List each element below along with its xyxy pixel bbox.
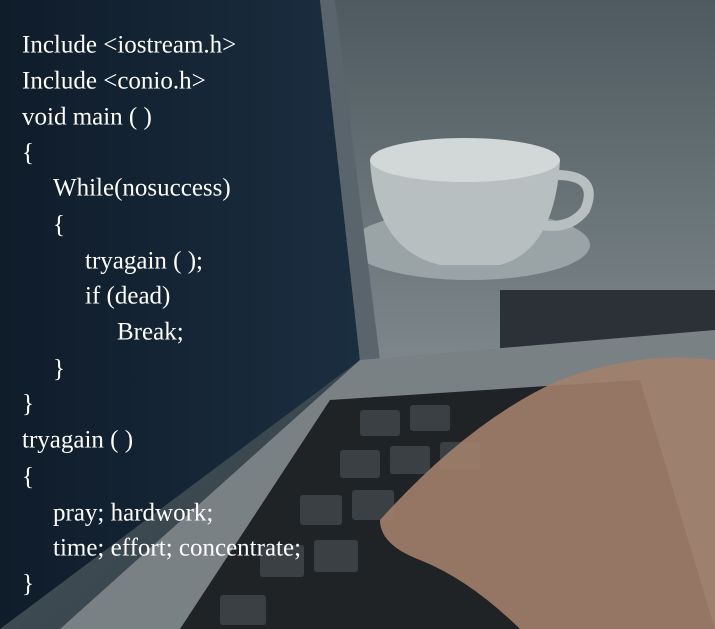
code-line: Include <iostream.h> xyxy=(22,32,236,59)
laptop-bezel xyxy=(320,0,380,360)
cup-handle xyxy=(539,170,594,231)
code-line: { xyxy=(22,464,34,491)
code-line: time; effort; concentrate; xyxy=(53,535,301,562)
code-line: While(nosuccess) xyxy=(53,175,231,202)
code-line: pray; hardwork; xyxy=(53,500,213,527)
code-line: } xyxy=(22,571,34,598)
cup xyxy=(370,160,560,265)
hand xyxy=(380,357,715,629)
code-line: tryagain ( ) xyxy=(22,427,133,454)
code-line: Include <conio.h> xyxy=(22,68,206,95)
code-line: void main ( ) xyxy=(22,104,152,131)
code-line: } xyxy=(53,356,65,383)
code-line: tryagain ( ); xyxy=(85,248,203,275)
code: Include <iostream.h> Include <conio.h> v… xyxy=(22,32,301,598)
cup-rim xyxy=(370,138,560,182)
code-line: } xyxy=(22,391,34,418)
code-line: { xyxy=(53,212,65,239)
laptop-screen xyxy=(0,0,360,629)
code-line: Break; xyxy=(117,319,184,346)
code-line: { xyxy=(22,140,34,167)
code-line: if (dead) xyxy=(85,283,170,310)
